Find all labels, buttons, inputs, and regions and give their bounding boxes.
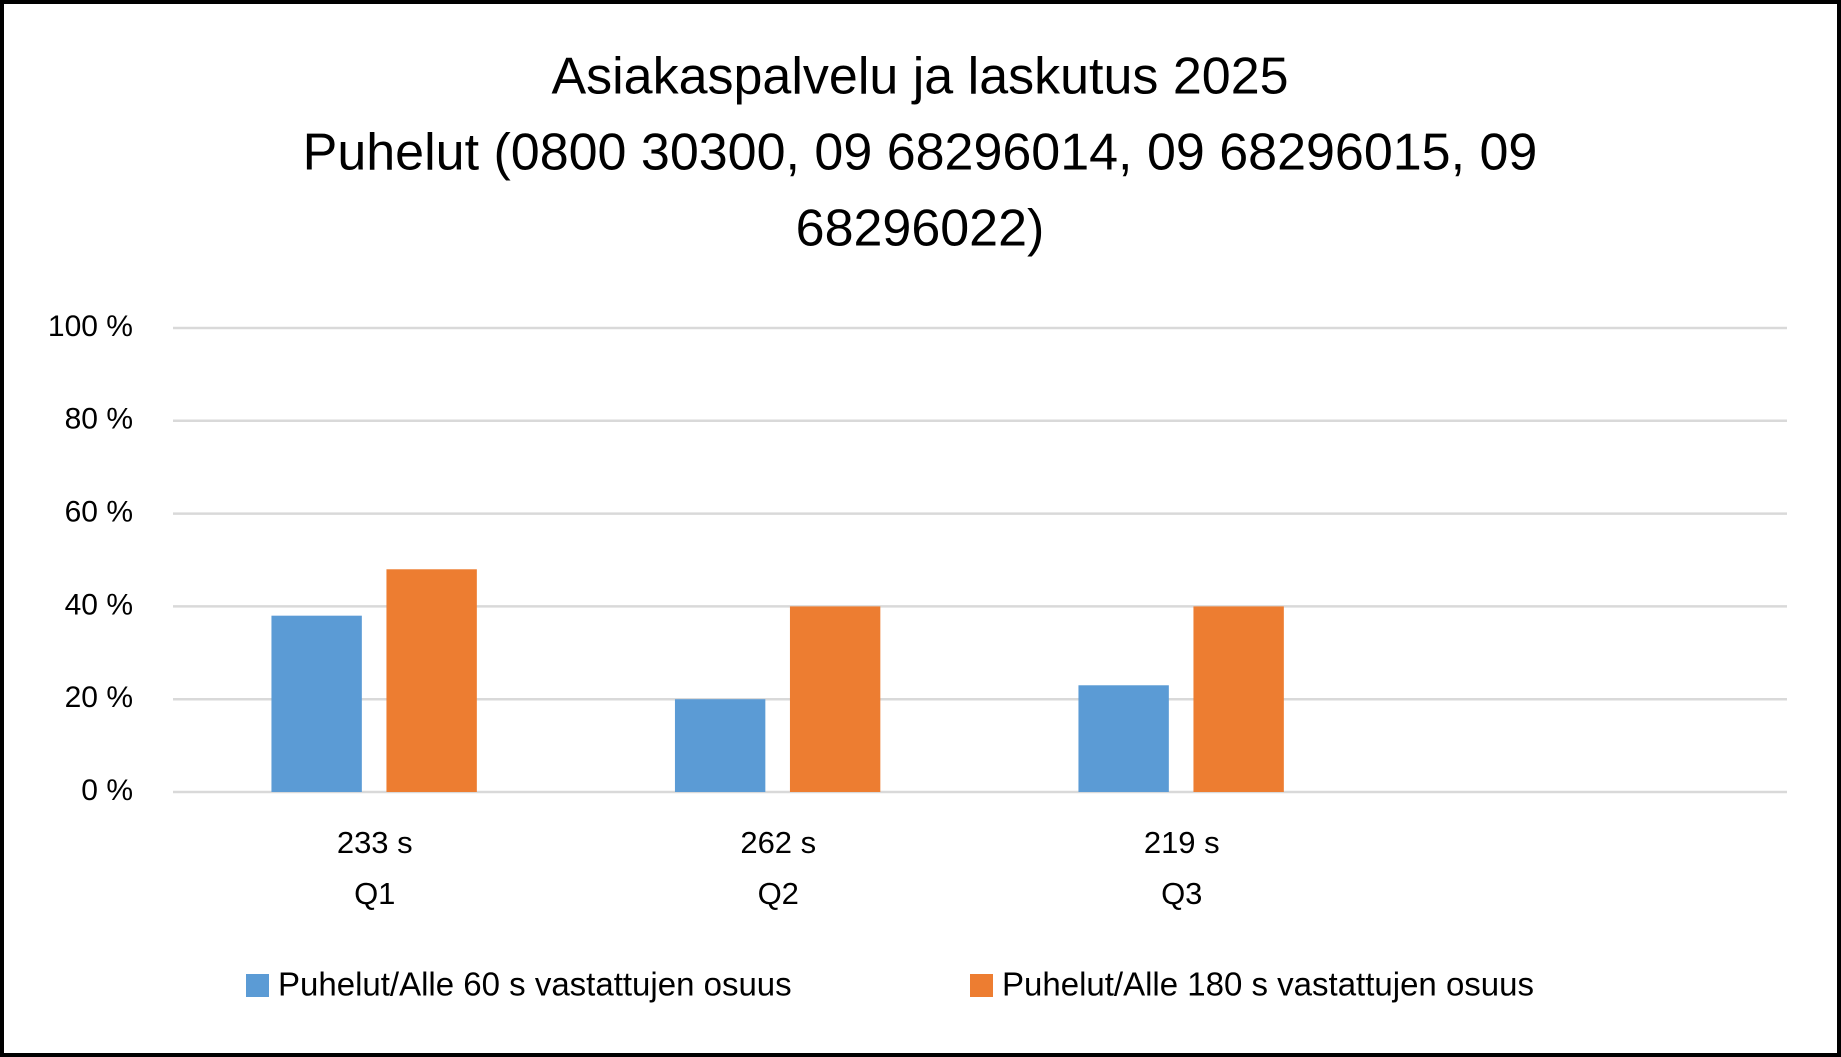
legend-label: Puhelut/Alle 60 s vastattujen osuus — [278, 966, 792, 1003]
y-tick-label: 100 % — [48, 310, 133, 343]
legend-swatch — [970, 974, 993, 997]
x-tick-label: 262 s — [740, 825, 816, 860]
chart-title: 68296022) — [796, 200, 1045, 258]
chart-title: Asiakaspalvelu ja laskutus 2025 — [551, 48, 1288, 106]
y-tick-label: 60 % — [65, 496, 133, 529]
legend-swatch — [246, 974, 269, 997]
bar — [386, 569, 477, 792]
bar — [1078, 685, 1169, 792]
chart-title: Puhelut (0800 30300, 09 68296014, 09 682… — [303, 124, 1538, 182]
bar — [789, 606, 881, 792]
x-tick-label: Q3 — [1161, 876, 1202, 911]
x-tick-label: Q2 — [758, 876, 799, 911]
y-tick-label: 80 % — [65, 403, 133, 436]
x-tick-label: 233 s — [337, 825, 413, 860]
x-tick-label: 219 s — [1144, 825, 1220, 860]
x-tick-label: Q1 — [354, 876, 395, 911]
bar — [271, 615, 362, 792]
legend-label: Puhelut/Alle 180 s vastattujen osuus — [1002, 966, 1534, 1003]
bar — [674, 699, 766, 792]
y-tick-label: 0 % — [81, 774, 133, 807]
y-tick-label: 20 % — [65, 681, 133, 714]
bar — [1193, 606, 1284, 792]
y-tick-label: 40 % — [65, 588, 133, 621]
